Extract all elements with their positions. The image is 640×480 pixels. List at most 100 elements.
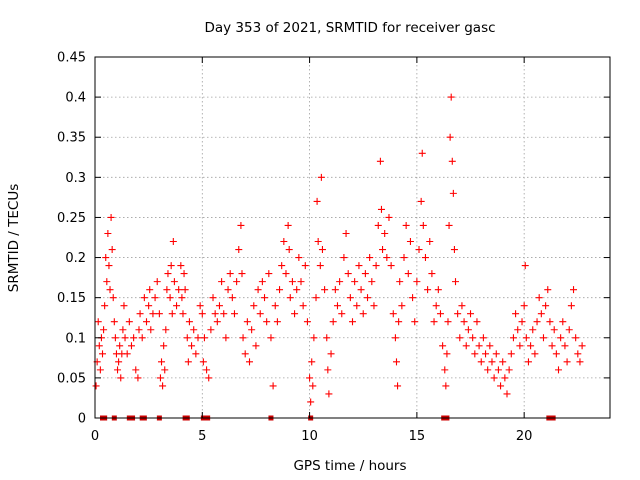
data-point: [505, 366, 513, 374]
data-point: [243, 318, 251, 326]
data-point: [482, 350, 490, 358]
data-point: [306, 374, 314, 382]
y-tick-label: 0.2: [65, 251, 86, 266]
data-point: [426, 238, 434, 246]
data-point: [104, 229, 112, 237]
data-point: [464, 326, 472, 334]
y-tick-label: 0.35: [57, 131, 86, 146]
data-point: [522, 334, 530, 342]
data-point: [557, 334, 565, 342]
data-point: [168, 310, 176, 318]
data-point: [518, 318, 526, 326]
y-tick-label: 0.05: [57, 371, 86, 386]
axis-ticks: 0 0.05 0.1 0.15 0.2 0.25 0.3 0.35 0.4 0.45 0 5 10 15 2…: [57, 51, 610, 444]
data-point: [368, 278, 376, 286]
data-point: [479, 334, 487, 342]
data-point: [196, 302, 204, 310]
data-point: [456, 334, 464, 342]
data-point: [149, 310, 157, 318]
data-point: [179, 310, 187, 318]
data-point: [194, 334, 202, 342]
data-point: [181, 286, 189, 294]
data-point: [108, 246, 116, 254]
data-point: [205, 374, 213, 382]
data-point: [452, 278, 459, 286]
y-tick-label: 0.15: [57, 291, 86, 306]
data-point: [278, 262, 286, 270]
data-point: [321, 286, 329, 294]
data-point: [175, 286, 183, 294]
data-point: [436, 310, 444, 318]
data-point: [267, 334, 275, 342]
data-point: [291, 310, 299, 318]
data-point: [387, 262, 395, 270]
data-point: [140, 294, 148, 302]
data-point: [413, 278, 421, 286]
data-point: [402, 221, 410, 229]
data-point: [220, 310, 228, 318]
grid: [95, 57, 610, 418]
data-point: [349, 318, 356, 326]
data-point: [418, 149, 426, 157]
data-point: [190, 326, 198, 334]
data-point: [303, 318, 311, 326]
data-point: [115, 358, 123, 366]
data-point: [299, 302, 307, 310]
data-point: [317, 173, 325, 181]
data-point: [529, 326, 537, 334]
data-point: [346, 294, 354, 302]
data-point: [100, 326, 108, 334]
data-point: [376, 157, 384, 165]
x-tick-label: 5: [198, 429, 206, 444]
data-point: [494, 366, 502, 374]
data-point: [173, 302, 181, 310]
data-point: [185, 318, 193, 326]
data-point: [192, 350, 200, 358]
data-point: [218, 278, 226, 286]
data-point: [409, 294, 417, 302]
data-point: [228, 294, 236, 302]
data-point: [329, 318, 337, 326]
data-point: [117, 374, 125, 382]
data-point: [276, 286, 284, 294]
data-point: [512, 310, 520, 318]
data-point: [156, 374, 164, 382]
data-point: [103, 278, 111, 286]
data-point: [381, 229, 389, 237]
data-point: [446, 133, 454, 141]
data-point: [336, 278, 344, 286]
data-point: [178, 294, 186, 302]
data-point: [355, 262, 363, 270]
data-point: [211, 310, 219, 318]
data-point: [316, 262, 324, 270]
data-point: [552, 350, 560, 358]
data-point: [199, 358, 207, 366]
data-point: [99, 350, 107, 358]
data-point: [486, 342, 494, 350]
data-point: [567, 302, 575, 310]
data-point: [161, 366, 169, 374]
data-point: [166, 294, 174, 302]
data-point: [116, 342, 124, 350]
data-point: [344, 270, 352, 278]
data-point: [396, 278, 404, 286]
data-point: [533, 318, 541, 326]
data-point: [467, 310, 475, 318]
x-tick-label: 15: [409, 429, 426, 444]
y-tick-label: 0.1: [65, 331, 86, 346]
data-point: [269, 382, 277, 390]
data-point: [484, 366, 492, 374]
data-point: [544, 286, 552, 294]
data-point: [138, 334, 146, 342]
data-point: [222, 334, 230, 342]
data-point: [327, 350, 335, 358]
data-point: [449, 189, 457, 197]
data-point: [458, 302, 466, 310]
data-point: [377, 205, 385, 213]
data-point: [576, 358, 584, 366]
y-tick-label: 0.45: [57, 51, 86, 66]
data-point: [238, 270, 246, 278]
data-point: [497, 382, 505, 390]
data-point: [430, 318, 438, 326]
data-point: [385, 213, 393, 221]
